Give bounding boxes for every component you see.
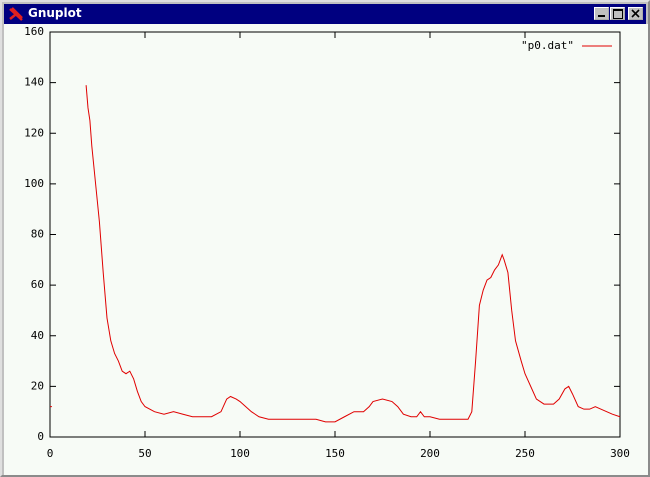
y-tick-label: 60 [31, 278, 44, 291]
y-tick-label: 40 [31, 329, 44, 342]
chart: 0 20 40 60 80 100 120 140 160 0 50 100 150 200 250 300 "… [4, 24, 648, 475]
y-tick-label: 140 [24, 76, 44, 89]
y-tick-label: 80 [31, 228, 44, 241]
x-tick-label: 200 [420, 447, 440, 460]
maximize-button[interactable] [610, 7, 625, 20]
x-tick-label: 150 [325, 447, 345, 460]
y-tick-label: 20 [31, 379, 44, 392]
y-tick-label: 0 [37, 430, 44, 443]
minimize-button[interactable] [594, 7, 609, 20]
x-tick-label: 250 [515, 447, 535, 460]
x-tick-label: 100 [230, 447, 250, 460]
window-icon [9, 7, 23, 21]
title-bar: Gnuplot [4, 4, 646, 24]
x-tick-label: 300 [610, 447, 630, 460]
plot-frame [49, 31, 621, 438]
x-tick-label: 50 [138, 447, 151, 460]
close-button[interactable] [628, 7, 643, 20]
x-tick-label: 0 [47, 447, 54, 460]
legend-label: "p0.dat" [521, 39, 574, 52]
data-line [50, 85, 621, 423]
window-title: Gnuplot [28, 6, 82, 20]
y-tick-label: 120 [24, 126, 44, 139]
y-tick-label: 160 [24, 25, 44, 38]
y-tick-label: 100 [24, 177, 44, 190]
